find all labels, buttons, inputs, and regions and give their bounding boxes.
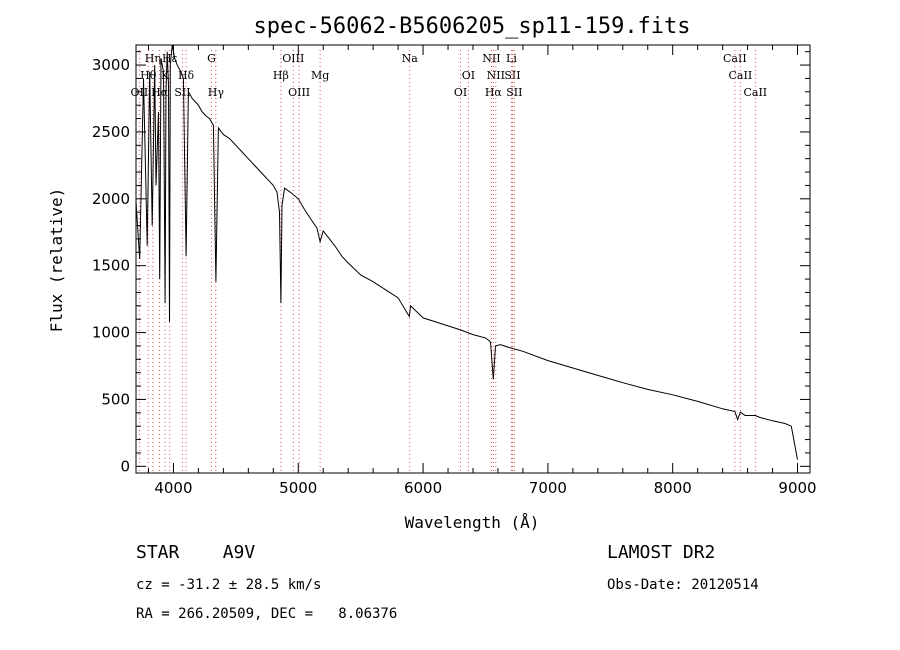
x-tick-label: 5000	[279, 479, 317, 497]
spectral-line-label: NII	[482, 52, 500, 65]
spectral-line-label: NII	[487, 69, 505, 82]
spectral-line-label: SII	[174, 86, 190, 99]
y-tick-label: 3000	[92, 56, 130, 74]
spectral-line-label: SII	[504, 69, 520, 82]
x-axis: 4000 5000 6000 7000 8000 9000	[147, 45, 817, 497]
spectral-line-label: Hγ	[208, 86, 225, 99]
spectral-line-label: SII	[506, 86, 522, 99]
object-class: STAR A9V	[136, 542, 255, 563]
spectral-line-label: K	[161, 69, 170, 82]
spectral-line-label: CaII	[743, 86, 767, 99]
ra-dec-coordinates: RA = 266.20509, DEC = 8.06376	[136, 606, 397, 622]
spectral-line-label: OI	[454, 86, 467, 99]
spectral-line-label: Mg	[311, 69, 329, 82]
spectral-line-label: G	[207, 52, 216, 65]
redshift-cz: cz = -31.2 ± 28.5 km/s	[136, 577, 321, 593]
x-axis-label: Wavelength (Å)	[405, 513, 540, 532]
spectral-line-label: OIII	[282, 52, 304, 65]
y-axis-label: Flux (relative)	[47, 188, 66, 333]
chart-title: spec-56062-B5606205_sp11-159.fits	[253, 14, 690, 39]
y-tick-label: 2500	[92, 123, 130, 141]
observation-date: Obs-Date: 20120514	[607, 577, 759, 593]
y-tick-label: 1000	[92, 324, 130, 342]
y-tick-label: 500	[101, 390, 130, 408]
y-tick-label: 2000	[92, 190, 130, 208]
spectral-line-label: OI	[462, 69, 475, 82]
plot-frame	[135, 44, 811, 474]
x-tick-label: 7000	[529, 479, 567, 497]
spectral-line-label: Hβ	[273, 69, 289, 82]
spectral-line-label: OII	[131, 86, 149, 99]
x-tick-label: 6000	[404, 479, 442, 497]
x-tick-label: 8000	[654, 479, 692, 497]
spectral-line-label: Hη	[145, 52, 161, 65]
spectral-line-label: Hα	[485, 86, 503, 99]
spectral-line-label: OIII	[288, 86, 310, 99]
spectral-line-label: CaII	[723, 52, 747, 65]
x-tick-label: 9000	[778, 479, 816, 497]
spectrum-line	[135, 44, 798, 460]
series-group	[135, 44, 798, 460]
survey-name: LAMOST DR2	[607, 542, 715, 563]
spectral-line-label: Hθ	[140, 69, 157, 82]
spectral-line-label: Hε	[162, 52, 178, 65]
y-tick-label: 1500	[92, 257, 130, 275]
spectral-line-label: Li	[506, 52, 517, 65]
spectral-line-label: Na	[402, 52, 419, 65]
y-axis: 0 500 1000 1500 2000 2500 3000	[92, 51, 810, 475]
spectral-line-label: CaII	[729, 69, 753, 82]
y-tick-label: 0	[120, 457, 130, 475]
x-tick-label: 4000	[154, 479, 192, 497]
